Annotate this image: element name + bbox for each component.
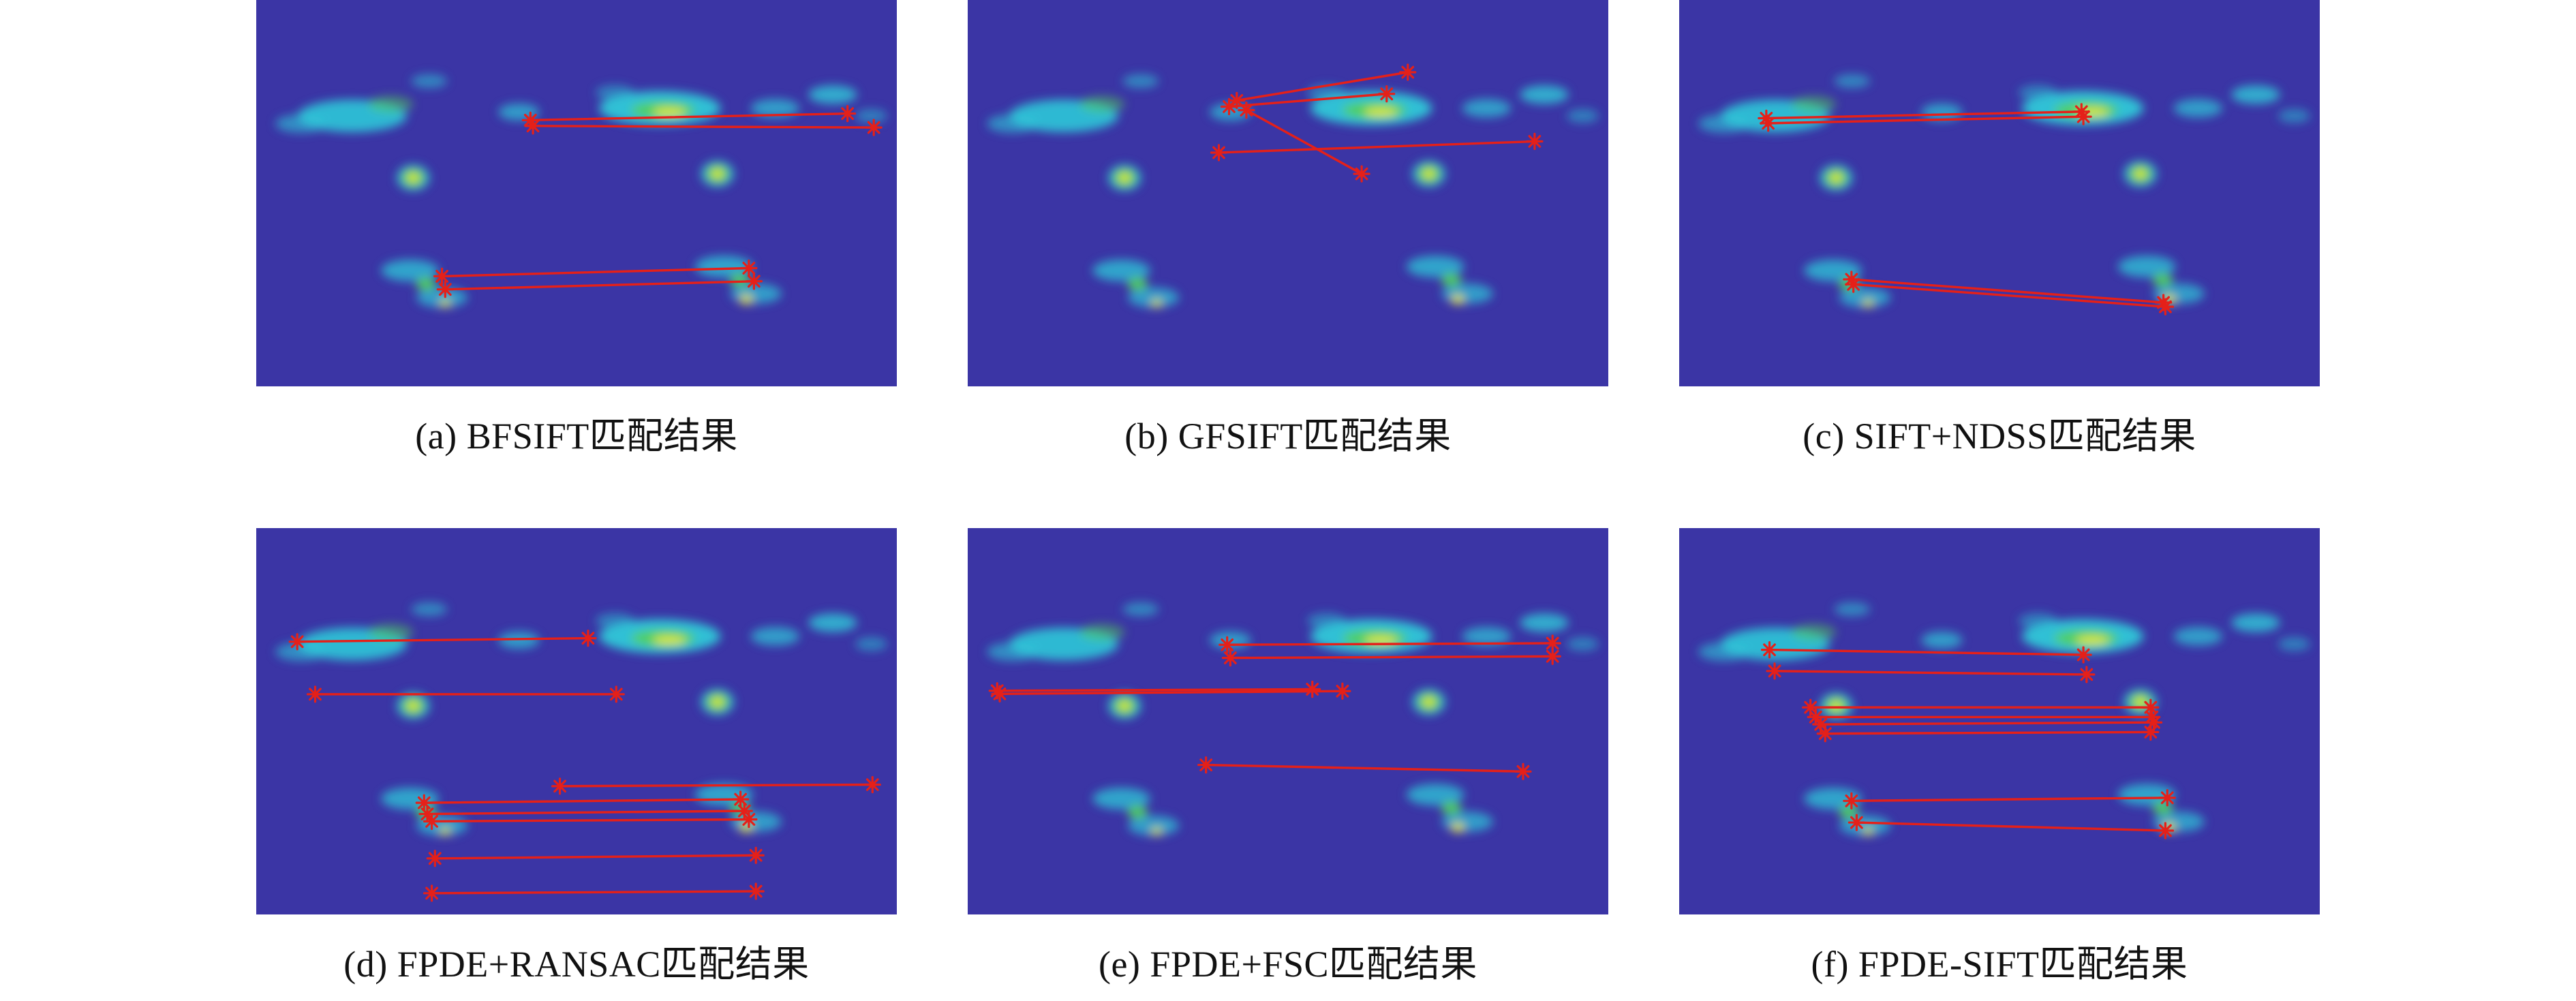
matching-result-image-d — [256, 527, 897, 914]
panel-caption-d: (d) FPDE+RANSAC匹配结果 — [343, 943, 810, 985]
matching-result-image-a — [256, 0, 897, 386]
panel-f: (f) FPDE-SIFT匹配结果 — [1679, 527, 2320, 988]
matching-result-image-e — [968, 527, 1608, 914]
panel-c: (c) SIFT+NDSS匹配结果 — [1679, 0, 2320, 460]
matching-result-image-b — [968, 0, 1608, 386]
panel-d: (d) FPDE+RANSAC匹配结果 — [256, 527, 897, 988]
panel-e: (e) FPDE+FSC匹配结果 — [968, 527, 1608, 988]
panel-caption-b: (b) GFSIFT匹配结果 — [1124, 416, 1452, 457]
matching-result-image-f — [1679, 527, 2320, 914]
panel-caption-f: (f) FPDE-SIFT匹配结果 — [1811, 943, 2188, 985]
matching-result-image-c — [1679, 0, 2320, 386]
panel-b: (b) GFSIFT匹配结果 — [968, 0, 1608, 460]
panel-caption-e: (e) FPDE+FSC匹配结果 — [1098, 943, 1477, 985]
panel-a: (a) BFSIFT匹配结果 — [256, 0, 897, 460]
panel-caption-c: (c) SIFT+NDSS匹配结果 — [1803, 416, 2196, 457]
panel-caption-a: (a) BFSIFT匹配结果 — [415, 416, 738, 457]
